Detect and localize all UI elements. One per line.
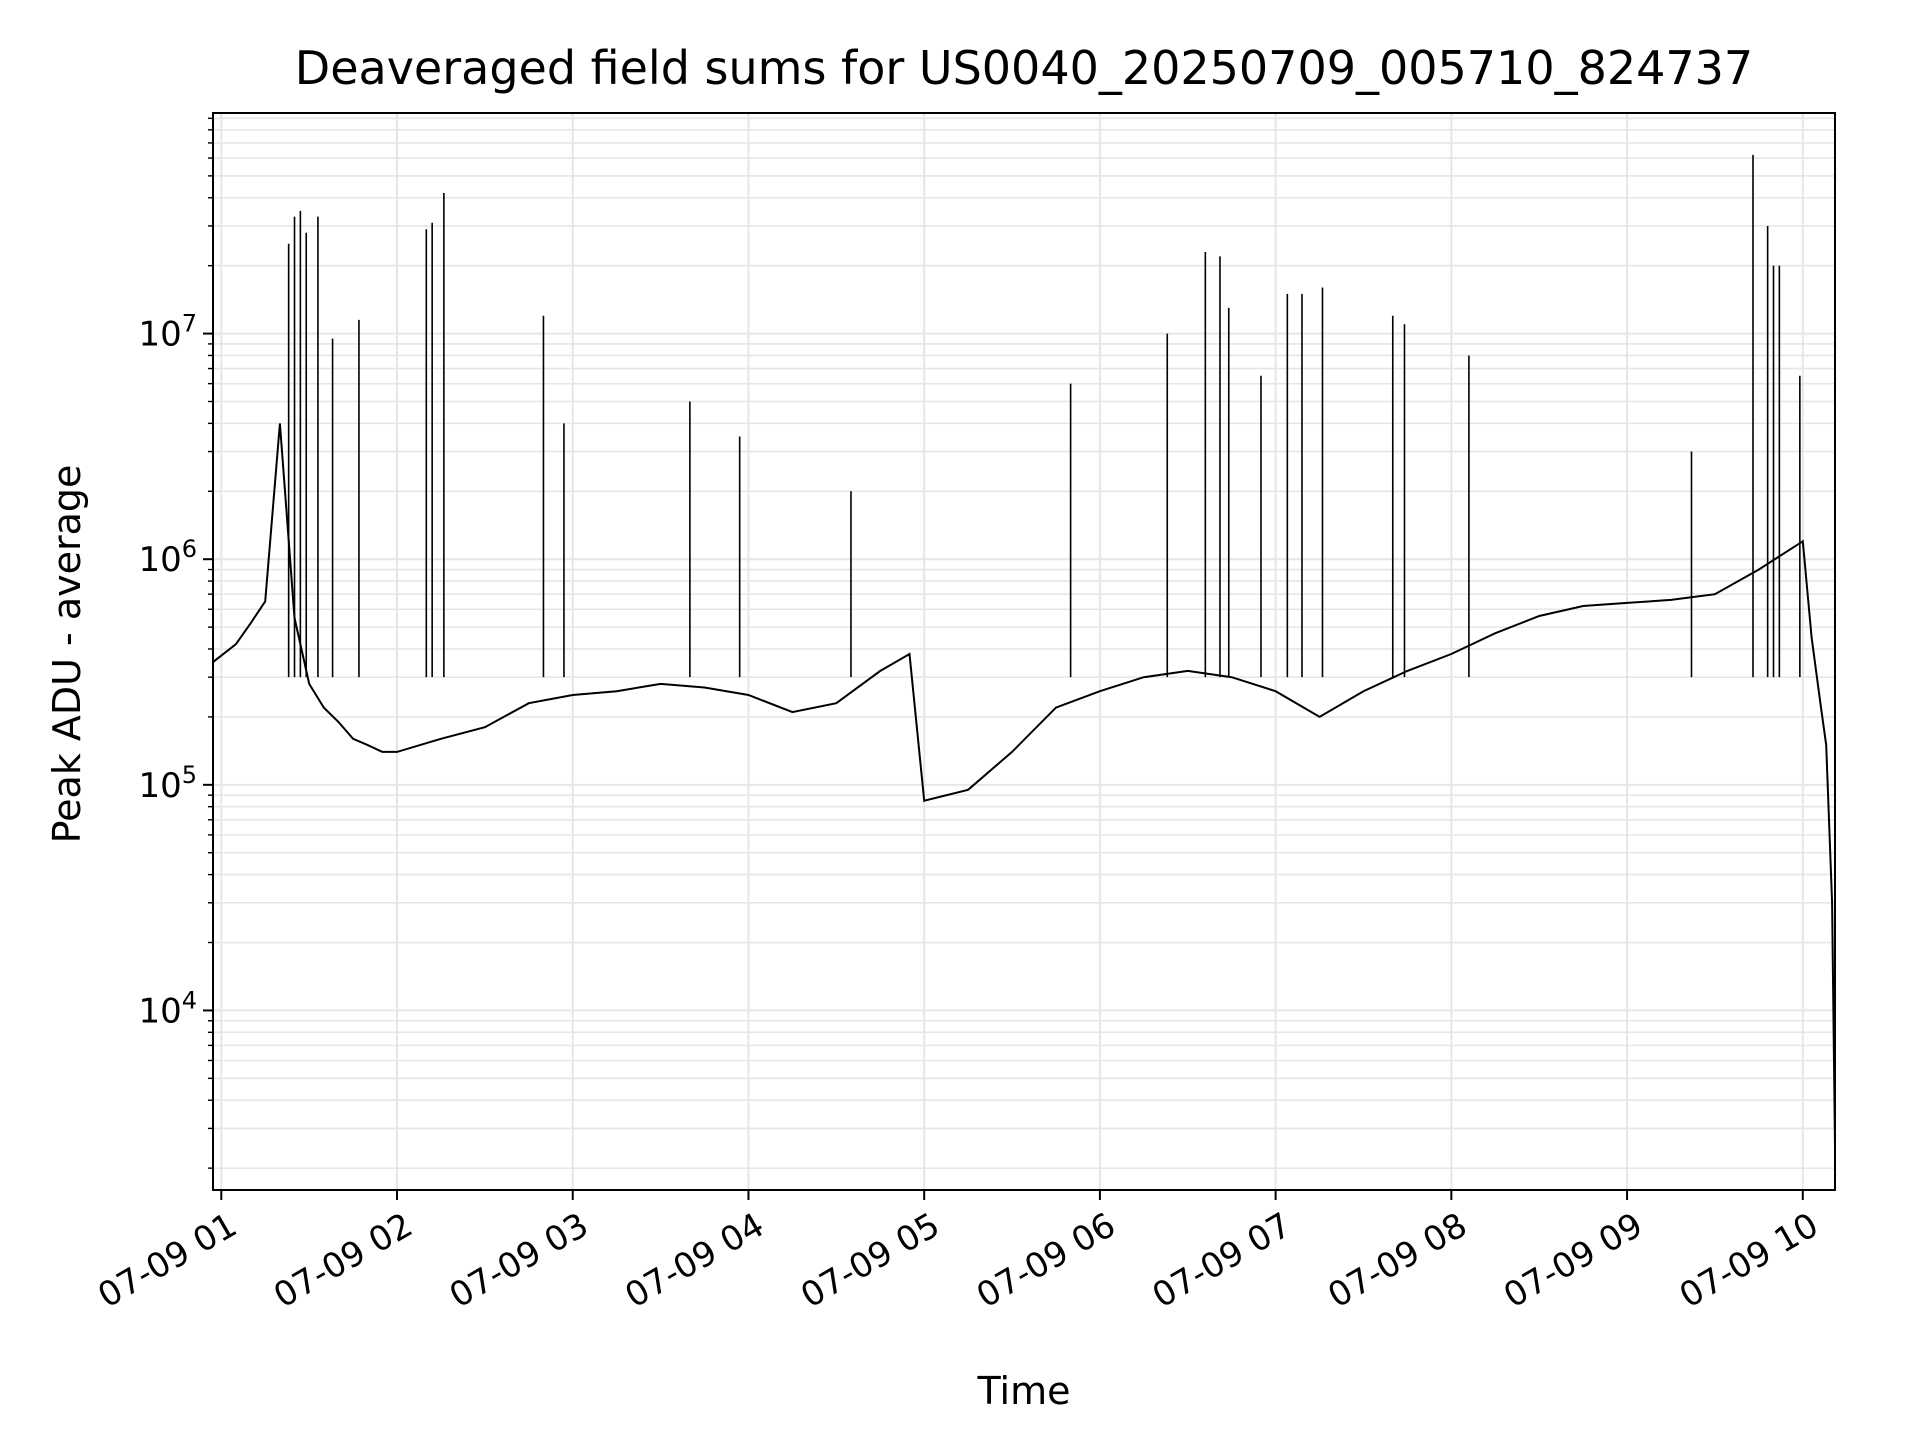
y-tick-label: 107	[138, 310, 197, 355]
grid-layer	[213, 113, 1835, 1190]
y-tick-label: 106	[138, 535, 197, 580]
chart-title: Deaveraged field sums for US0040_2025070…	[295, 41, 1753, 95]
x-axis-label: Time	[977, 1369, 1071, 1413]
y-tick-label: 105	[138, 761, 197, 806]
y-tick-label: 104	[138, 986, 197, 1031]
y-axis-label: Peak ADU - average	[45, 465, 89, 844]
series-line	[212, 423, 1836, 1147]
series-layer	[212, 154, 1836, 1147]
plot-frame	[212, 112, 1836, 1191]
